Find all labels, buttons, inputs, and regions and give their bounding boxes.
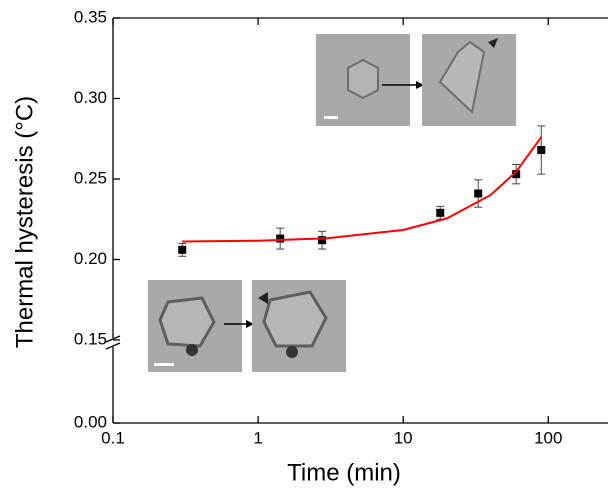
crystal <box>347 58 379 100</box>
data-point <box>436 208 445 217</box>
inset-top <box>316 34 516 126</box>
scale-bar <box>154 363 174 366</box>
y-tick-label: 0.15 <box>74 329 107 348</box>
x-tick-label: 0.1 <box>101 428 125 447</box>
y-tick-label: 0.30 <box>74 88 107 107</box>
x-tick-label: 1 <box>253 428 262 447</box>
y-axis-title: Thermal hysteresis (°C) <box>11 96 38 348</box>
bubble <box>286 346 298 358</box>
axis-break <box>105 335 121 343</box>
crystal <box>438 40 486 114</box>
crystal <box>262 290 328 348</box>
crystal <box>158 296 216 348</box>
inset-bottom <box>148 280 346 372</box>
y-tick-label: 0.25 <box>74 168 107 187</box>
data-point <box>276 234 285 243</box>
data-point <box>537 146 546 155</box>
scale-bar <box>324 116 338 119</box>
y-tick-label: 0.00 <box>74 412 107 431</box>
fit-line <box>182 136 543 243</box>
x-axis-title: Time (min) <box>287 459 401 486</box>
pointer <box>258 292 268 304</box>
bubble <box>186 344 198 356</box>
y-tick-label: 0.20 <box>74 249 107 268</box>
arrow-head <box>416 81 424 89</box>
x-tick-label: 10 <box>394 428 413 447</box>
y-tick-label: 0.35 <box>74 7 107 26</box>
data-point <box>178 245 187 254</box>
data-point <box>474 189 483 198</box>
data-point <box>318 236 327 245</box>
pointer <box>488 38 498 48</box>
arrow-head <box>246 320 254 328</box>
data-point <box>512 170 521 179</box>
x-tick-label: 100 <box>534 428 562 447</box>
axis-break <box>105 342 121 350</box>
